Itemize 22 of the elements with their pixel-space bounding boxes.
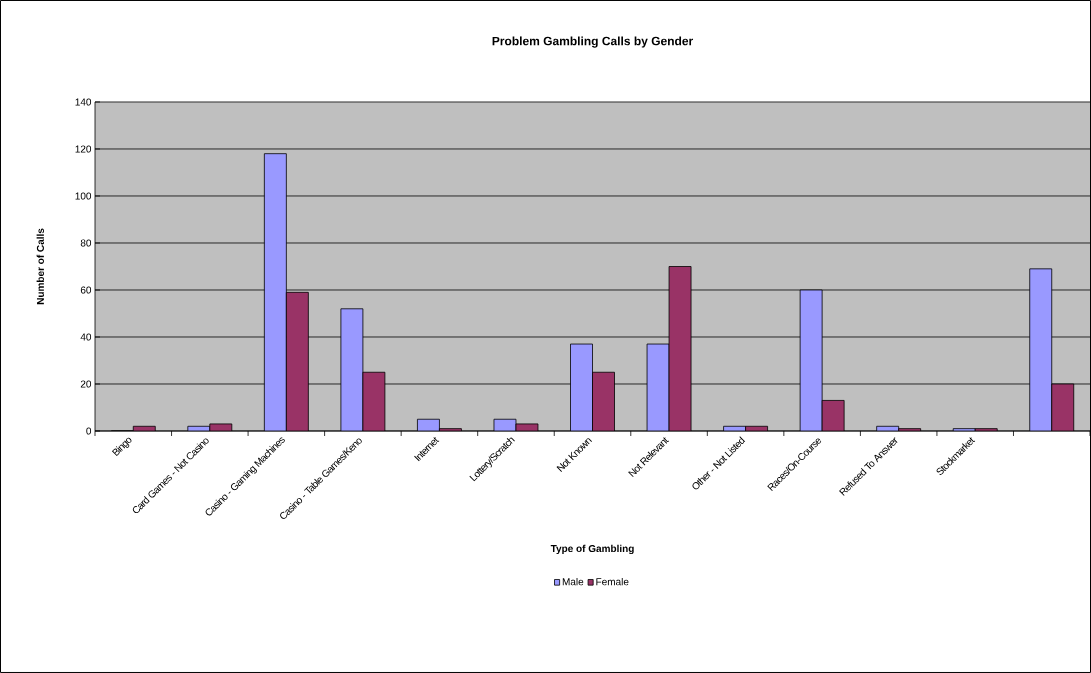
y-tick-label: 40 — [80, 333, 92, 341]
y-tick-label: 60 — [80, 286, 92, 294]
y-tick-label: 100 — [75, 192, 92, 200]
bar — [263, 153, 287, 431]
y-tick-label: 80 — [80, 239, 92, 247]
y-tick-label: 20 — [80, 380, 92, 388]
bar — [1029, 268, 1053, 431]
chart-title: Problem Gambling Calls by Gender — [492, 36, 694, 48]
bar — [1051, 383, 1075, 431]
bar — [340, 308, 364, 431]
y-tick-label: 140 — [75, 98, 92, 106]
legend-label: Male — [562, 577, 584, 586]
y-tick-label: 0 — [86, 427, 92, 435]
bar — [799, 289, 823, 431]
bar — [285, 291, 309, 431]
x-axis-title: Type of Gambling — [550, 544, 634, 555]
y-axis-title: Number of Calls — [36, 228, 44, 305]
legend-label: Female — [596, 577, 629, 586]
y-tick-label: 120 — [75, 145, 92, 153]
bar — [668, 266, 692, 431]
bar — [592, 371, 615, 431]
bar — [570, 343, 593, 431]
